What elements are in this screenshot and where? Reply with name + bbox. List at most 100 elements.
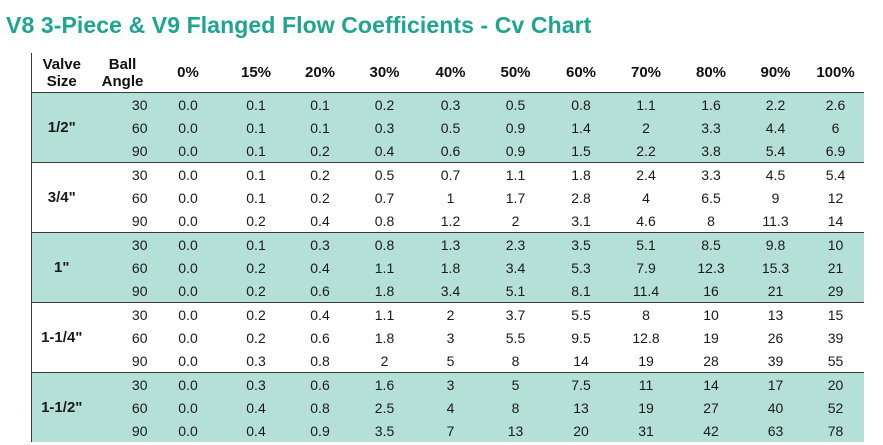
cv-value-cell: 5.4 xyxy=(743,139,808,163)
cv-value-cell: 0.3 xyxy=(418,92,483,116)
cv-value-cell: 2.6 xyxy=(807,92,864,116)
cv-value-cell: 0.6 xyxy=(418,139,483,163)
header-percent: 90% xyxy=(760,64,791,81)
cv-value-cell: 0.1 xyxy=(289,92,351,116)
cv-value-cell: 5.1 xyxy=(482,279,549,303)
header-percent: 40% xyxy=(435,64,466,81)
cv-value-cell: 1.1 xyxy=(505,166,526,183)
header-valve-size: Valve Size xyxy=(42,55,81,90)
header-percent: 80% xyxy=(695,64,727,81)
cv-value-cell: 0.0 xyxy=(153,372,223,396)
cv-value-cell: 0.3 xyxy=(350,116,419,139)
cv-value-cell: 0.0 xyxy=(153,92,223,116)
cv-value-cell: 0.9 xyxy=(482,139,549,163)
cv-value-cell: 0.6 xyxy=(310,329,330,346)
cv-value-cell: 1.8 xyxy=(418,256,483,279)
cv-value-cell: 1.4 xyxy=(548,116,614,139)
cv-value-cell: 3.1 xyxy=(571,212,591,229)
cv-value-cell: 5.1 xyxy=(613,232,679,256)
ball-angle-cell: 60 xyxy=(91,396,154,419)
cv-value-cell: 20 xyxy=(548,419,614,442)
cv-value-cell: 11 xyxy=(613,372,679,396)
header-row: Valve Size Ball Angle 0% 15% 20% 30% 40% 5… xyxy=(31,53,864,93)
table-row: 1" 30 0.0 0.1 0.3 0.8 1.3 2.3 3.5 5.1 8.5 9.8 10 xyxy=(31,232,864,303)
cv-value-cell: 5.3 xyxy=(548,256,614,279)
ball-angle-cell: 90 xyxy=(91,419,154,442)
cv-value-cell: 28 xyxy=(703,352,719,369)
cv-value-cell: 3.3 xyxy=(678,116,744,139)
cv-value-cell: 11.3 xyxy=(762,212,789,229)
cv-value-cell: 21 xyxy=(743,279,808,303)
cv-value-cell: 0.4 xyxy=(350,139,419,163)
cv-value-cell: 1.8 xyxy=(374,329,395,346)
header-percent: 30% xyxy=(369,64,400,81)
cv-value-cell: 0.2 xyxy=(246,329,266,346)
cv-value-cell: 3.3 xyxy=(701,166,721,183)
table-row: 90 0.0 0.2 0.6 1.8 3.4 5.1 8.1 11.4 16 21 29 xyxy=(32,279,864,303)
cv-value-cell: 8 xyxy=(511,352,520,369)
cv-value-cell: 0.1 xyxy=(222,232,290,256)
cv-value-cell: 0.5 xyxy=(418,116,483,139)
cv-value-cell: 0.3 xyxy=(222,372,290,396)
cv-value-cell: 1.2 xyxy=(440,212,461,229)
cv-value-cell: 0.0 xyxy=(178,352,198,369)
table-row: 60 0.0 0.2 0.6 1.8 3 5.5 9.5 12.8 19 26 39 xyxy=(32,326,864,349)
cv-value-cell: 0.2 xyxy=(222,256,290,279)
cv-value-cell: 2.2 xyxy=(613,139,679,163)
cv-value-cell: 31 xyxy=(613,419,679,442)
cv-value-cell: 9.5 xyxy=(571,329,591,346)
table-row: 90 0.0 0.1 0.2 0.4 0.6 0.9 1.5 2.2 3.8 5.4 6.9 xyxy=(32,139,864,163)
cv-value-cell: 78 xyxy=(807,419,864,442)
cv-value-cell: 2 xyxy=(380,352,389,369)
cv-value-cell: 5 xyxy=(446,352,455,369)
cv-value-cell: 9 xyxy=(771,189,780,206)
cv-value-cell: 20 xyxy=(807,372,864,396)
ball-angle-cell: 30 xyxy=(91,372,154,396)
cv-value-cell: 39 xyxy=(827,329,844,346)
cv-value-cell: 0.1 xyxy=(222,92,290,116)
cv-value-cell: 0.9 xyxy=(482,116,549,139)
cv-value-cell: 0.0 xyxy=(153,396,223,419)
cv-value-cell: 0.8 xyxy=(310,352,330,369)
cv-value-cell: 0.8 xyxy=(289,396,351,419)
header-percent: 60% xyxy=(565,64,597,81)
cv-value-cell: 40 xyxy=(743,396,808,419)
cv-value-cell: 0.4 xyxy=(222,396,290,419)
cv-value-cell: 2.5 xyxy=(350,396,419,419)
cv-value-cell: 3 xyxy=(446,329,455,346)
cv-value-cell: 19 xyxy=(613,396,679,419)
ball-angle-cell: 30 xyxy=(91,92,154,116)
table-row: 60 0.0 0.1 0.2 0.7 1 1.7 2.8 4 6.5 9 12 xyxy=(32,186,864,209)
table-row: 90 0.0 0.2 0.4 0.8 1.2 2 3.1 4.6 8 11.3 14 xyxy=(32,209,864,233)
cv-value-cell: 0.2 xyxy=(310,166,330,183)
cv-value-cell: 0.1 xyxy=(222,139,290,163)
cv-value-cell: 1.1 xyxy=(350,256,419,279)
cv-value-cell: 11.4 xyxy=(613,279,679,303)
ball-angle-cell: 60 xyxy=(131,189,148,206)
cv-value-cell: 2.3 xyxy=(482,232,549,256)
cv-value-cell: 1.8 xyxy=(571,166,591,183)
ball-angle-cell: 60 xyxy=(131,329,148,346)
cv-value-cell: 0.0 xyxy=(153,256,223,279)
cv-value-cell: 0.0 xyxy=(153,419,223,442)
cv-value-cell: 2 xyxy=(613,116,679,139)
cv-value-cell: 2.4 xyxy=(636,166,656,183)
valve-size-group: 1/2" 30 0.0 0.1 0.1 0.2 0.3 0.5 0.8 1.1 1.6 2.2 2.6 6… xyxy=(31,92,864,163)
cv-value-cell: 1.6 xyxy=(678,92,744,116)
cv-value-cell: 1.1 xyxy=(374,306,395,323)
cv-value-cell: 29 xyxy=(807,279,864,303)
ball-angle-cell: 90 xyxy=(131,212,148,229)
cv-value-cell: 3.4 xyxy=(482,256,549,279)
cv-value-cell: 0.6 xyxy=(289,279,351,303)
table-row: 1-1/2" 30 0.0 0.3 0.6 1.6 3 5 7.5 11 14 17 20 xyxy=(31,372,864,442)
cv-value-cell: 0.1 xyxy=(222,116,290,139)
header-percent: 100% xyxy=(816,64,855,81)
ball-angle-cell: 90 xyxy=(91,279,154,303)
cv-value-cell: 0.0 xyxy=(153,232,223,256)
cv-value-cell: 21 xyxy=(807,256,864,279)
cv-value-cell: 12.8 xyxy=(632,329,660,346)
table-row: 1-1/4" 30 0.0 0.2 0.4 1.1 2 3.7 5.5 8 10 13 15 xyxy=(32,303,864,347)
cv-value-cell: 0.7 xyxy=(440,166,461,183)
cv-value-cell: 63 xyxy=(743,419,808,442)
cv-value-cell: 0.9 xyxy=(289,419,351,442)
